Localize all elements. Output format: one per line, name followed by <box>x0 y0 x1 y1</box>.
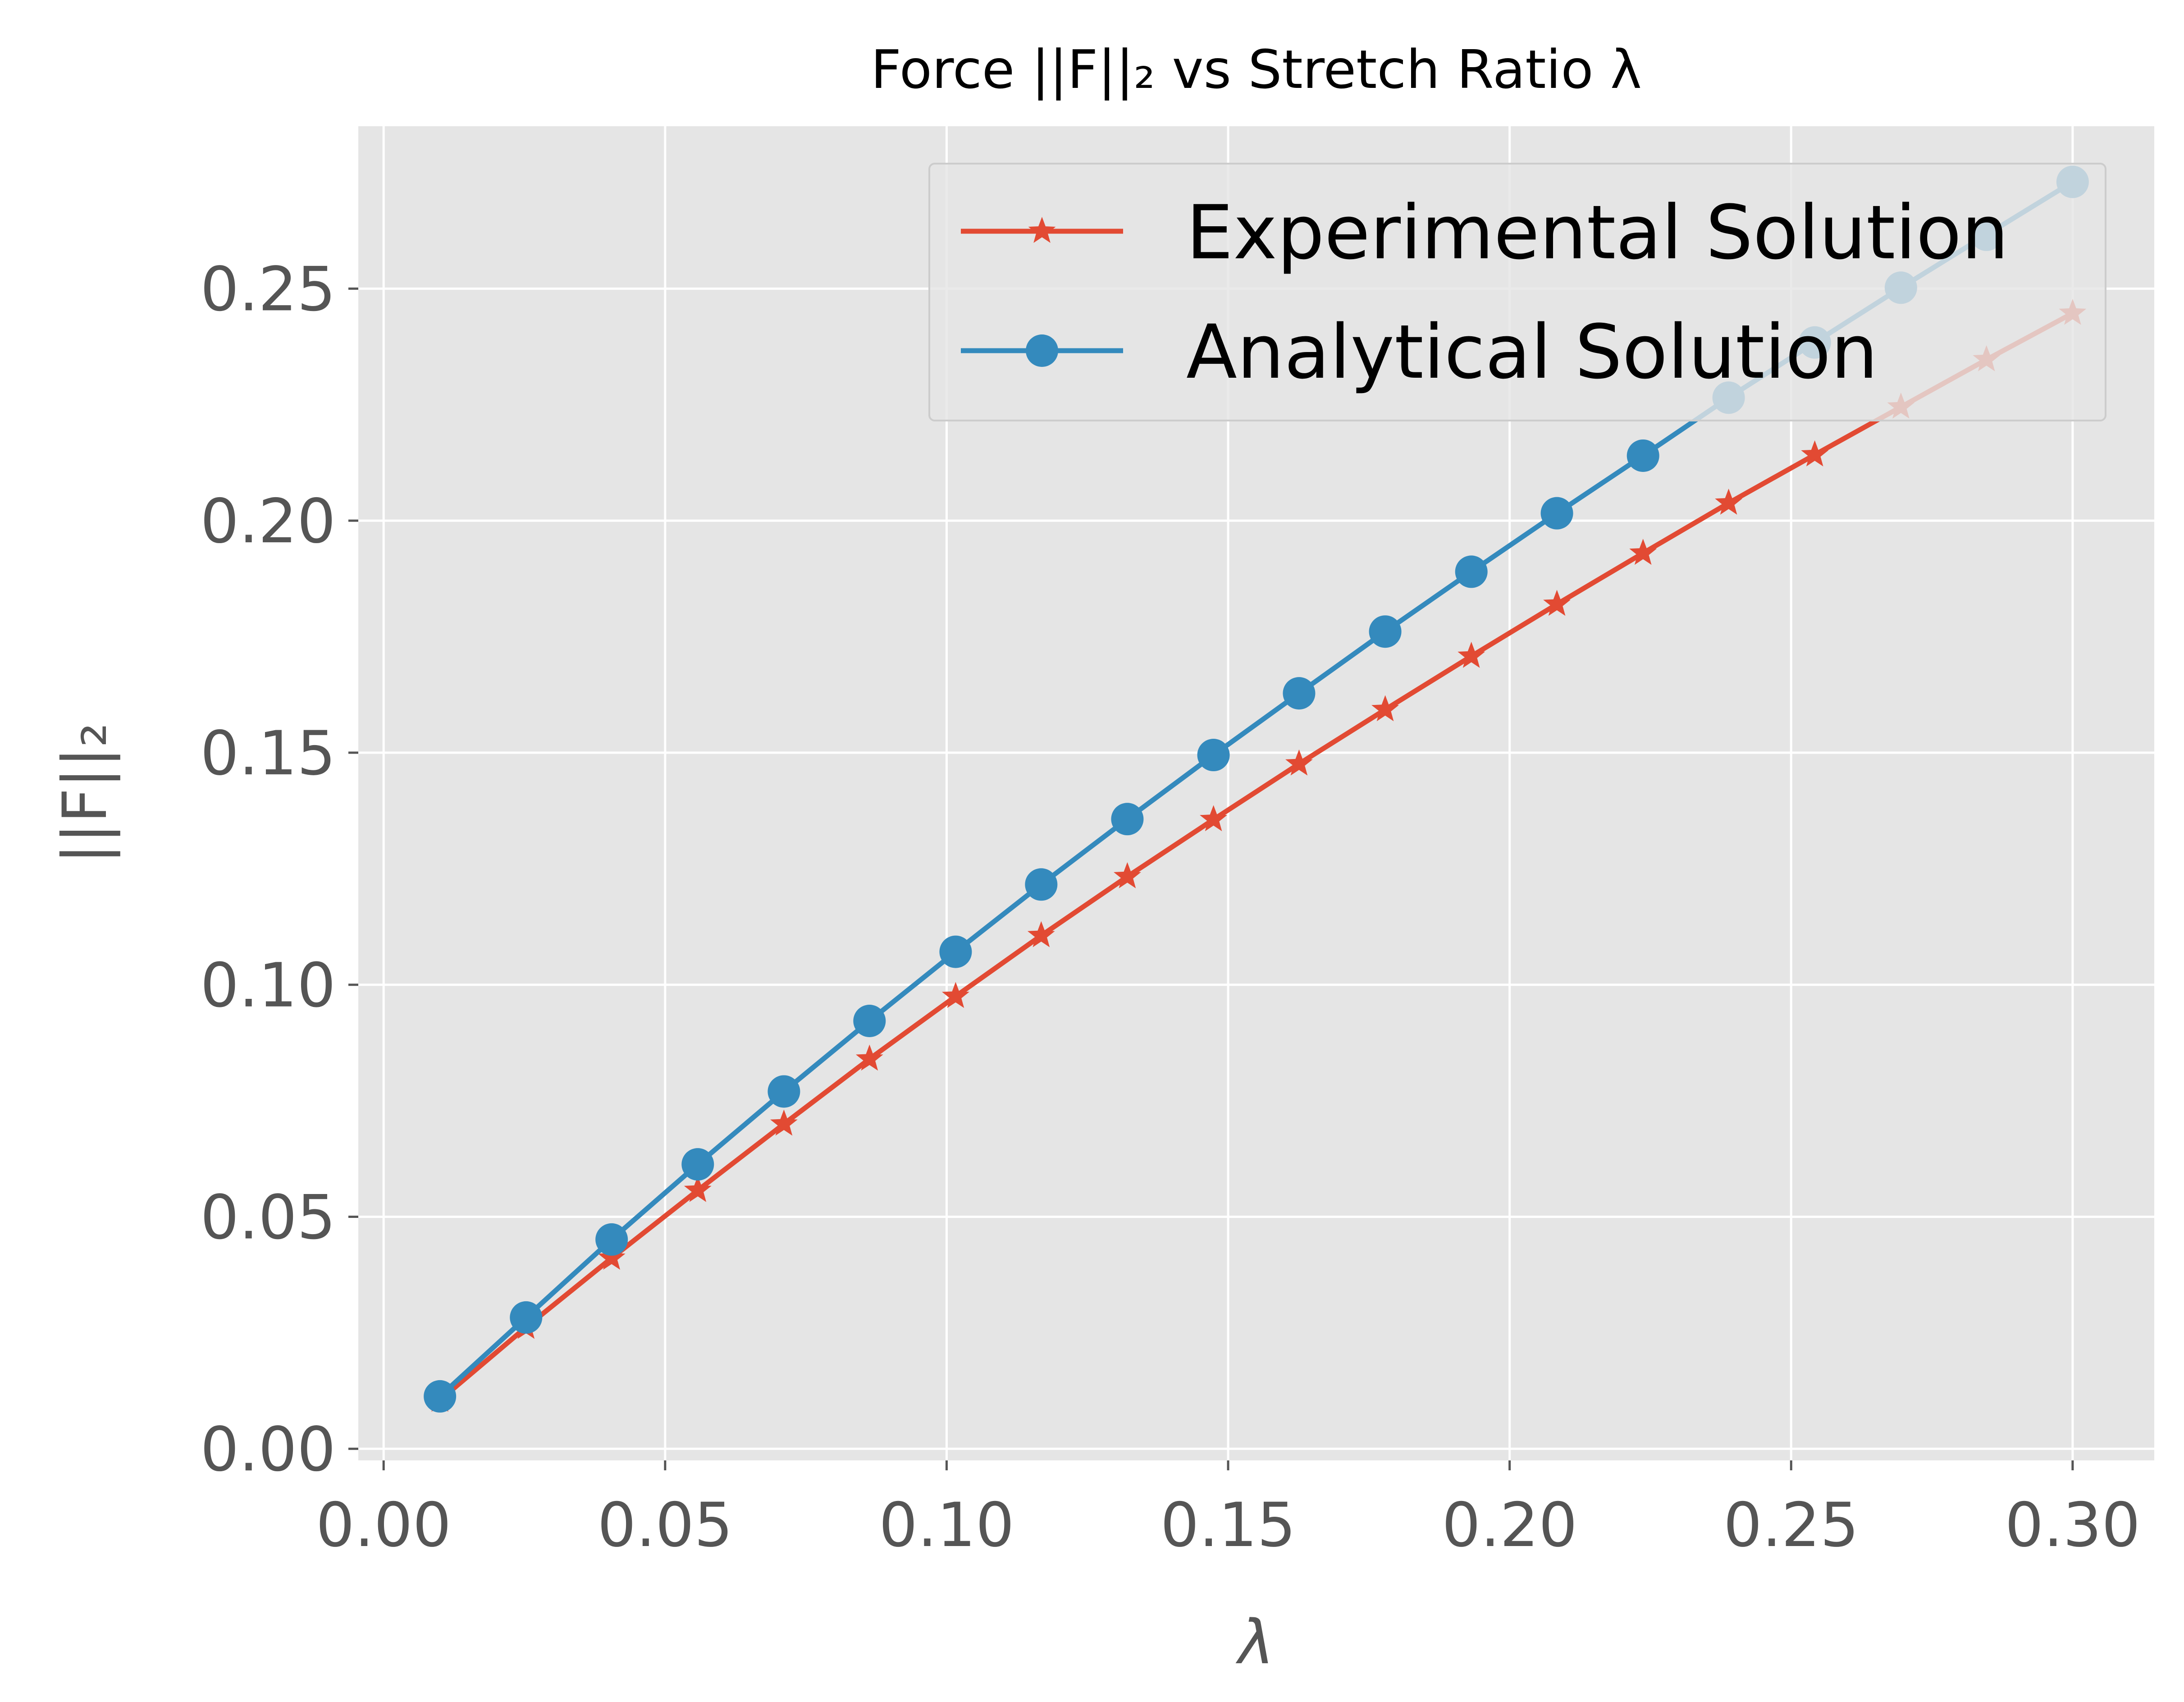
data-point <box>853 1005 886 1038</box>
y-tick-label: 0.15 <box>200 718 336 789</box>
x-tick-label: 0.15 <box>1161 1490 1296 1560</box>
data-point <box>939 935 972 968</box>
data-point <box>1111 803 1144 836</box>
data-point <box>1369 615 1402 648</box>
x-tick-label: 0.30 <box>2005 1490 2141 1560</box>
data-point <box>684 1176 712 1202</box>
data-point <box>770 1109 798 1136</box>
data-point <box>510 1301 543 1334</box>
y-tick-label: 0.20 <box>200 486 336 557</box>
data-point <box>595 1223 628 1256</box>
x-axis-label: λ <box>1236 1607 1275 1678</box>
y-tick-label: 0.25 <box>200 254 336 325</box>
data-point <box>1458 641 1485 668</box>
legend-label: Analytical Solution <box>1186 309 1878 395</box>
x-tick-label: 0.05 <box>598 1490 733 1560</box>
x-tick-label: 0.20 <box>1442 1490 1577 1560</box>
axis-ticks: 0.00 0.05 0.10 0.15 0.20 0.25 0.30 0.00 0.05 0.10… <box>200 254 2140 1560</box>
y-tick-label: 0.10 <box>200 950 336 1021</box>
series-line <box>438 311 2074 1402</box>
data-point <box>681 1148 714 1181</box>
data-point <box>1715 489 1742 515</box>
data-point <box>1200 805 1227 832</box>
legend: Experimental Solution Analytical Solution <box>928 163 2106 421</box>
data-point <box>855 1044 883 1071</box>
data-point <box>1371 695 1399 722</box>
data-point <box>1025 868 1058 901</box>
legend-marker <box>1028 217 1056 243</box>
y-tick-label: 0.00 <box>200 1414 336 1485</box>
data-point <box>1197 739 1230 772</box>
legend-box <box>928 163 2106 421</box>
x-tick-label: 0.00 <box>316 1490 452 1560</box>
data-point <box>598 1244 626 1270</box>
data-point <box>1114 862 1141 888</box>
data-point <box>768 1075 800 1108</box>
data-point <box>1627 439 1659 472</box>
x-tick-label: 0.10 <box>879 1490 1014 1560</box>
data-point <box>1801 440 1829 467</box>
data-point <box>1027 921 1055 947</box>
data-point <box>1455 555 1488 588</box>
legend-marker <box>1026 334 1058 367</box>
data-point <box>1543 590 1571 616</box>
data-point <box>1283 677 1316 710</box>
data-point <box>424 1380 457 1413</box>
legend-label: Experimental Solution <box>1186 189 2009 276</box>
x-tick-label: 0.25 <box>1723 1490 1859 1560</box>
data-point <box>942 982 969 1008</box>
data-point <box>1540 497 1573 530</box>
chart-title: Force ||F||₂ vs Stretch Ratio λ <box>871 38 1642 101</box>
y-axis-label: ||F||₂ <box>50 723 120 864</box>
y-tick-label: 0.05 <box>200 1182 336 1253</box>
data-point <box>1629 539 1657 565</box>
data-point <box>1285 749 1313 776</box>
